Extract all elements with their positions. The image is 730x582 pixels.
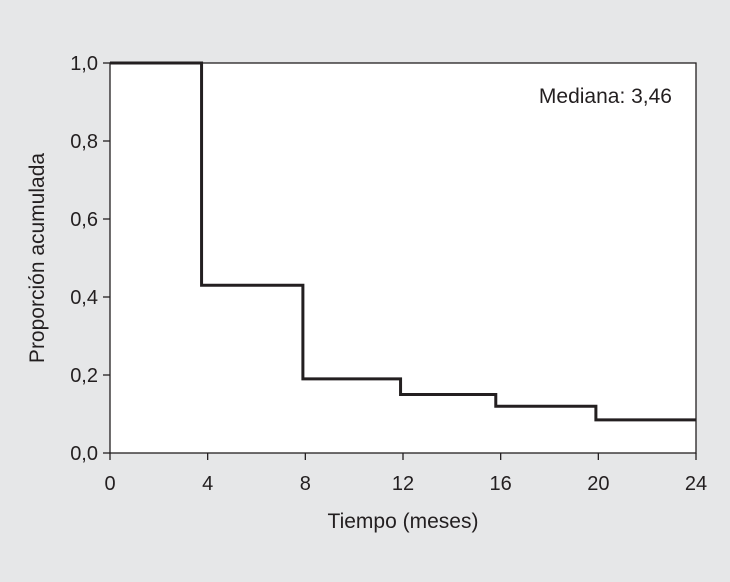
plot-area xyxy=(109,62,697,454)
x-axis-title: Tiempo (meses) xyxy=(328,510,479,533)
y-tick-label: 0,6 xyxy=(70,209,98,231)
x-tick-label: 16 xyxy=(490,473,512,495)
series-line xyxy=(110,61,696,422)
x-tick-label: 20 xyxy=(587,473,609,495)
x-tick-label: 24 xyxy=(685,473,707,495)
x-tick-label: 0 xyxy=(104,473,115,495)
x-tick-label: 4 xyxy=(202,473,213,495)
y-tick-label: 1,0 xyxy=(70,53,98,75)
y-tick-label: 0,4 xyxy=(70,287,98,309)
x-tick-label: 8 xyxy=(300,473,311,495)
y-tick-label: 0,2 xyxy=(70,365,98,387)
y-tick-label: 0,8 xyxy=(70,131,98,153)
y-axis-title: Proporción acumulada xyxy=(26,153,49,363)
y-tick-label: 0,0 xyxy=(70,443,98,465)
y-axis: 0,0 0,2 0,4 0,6 0,8 1,0 xyxy=(70,53,110,465)
x-axis: 0 4 8 12 16 20 24 xyxy=(104,453,707,495)
x-tick-label: 12 xyxy=(392,473,414,495)
median-annotation: Mediana: 3,46 xyxy=(539,85,672,108)
